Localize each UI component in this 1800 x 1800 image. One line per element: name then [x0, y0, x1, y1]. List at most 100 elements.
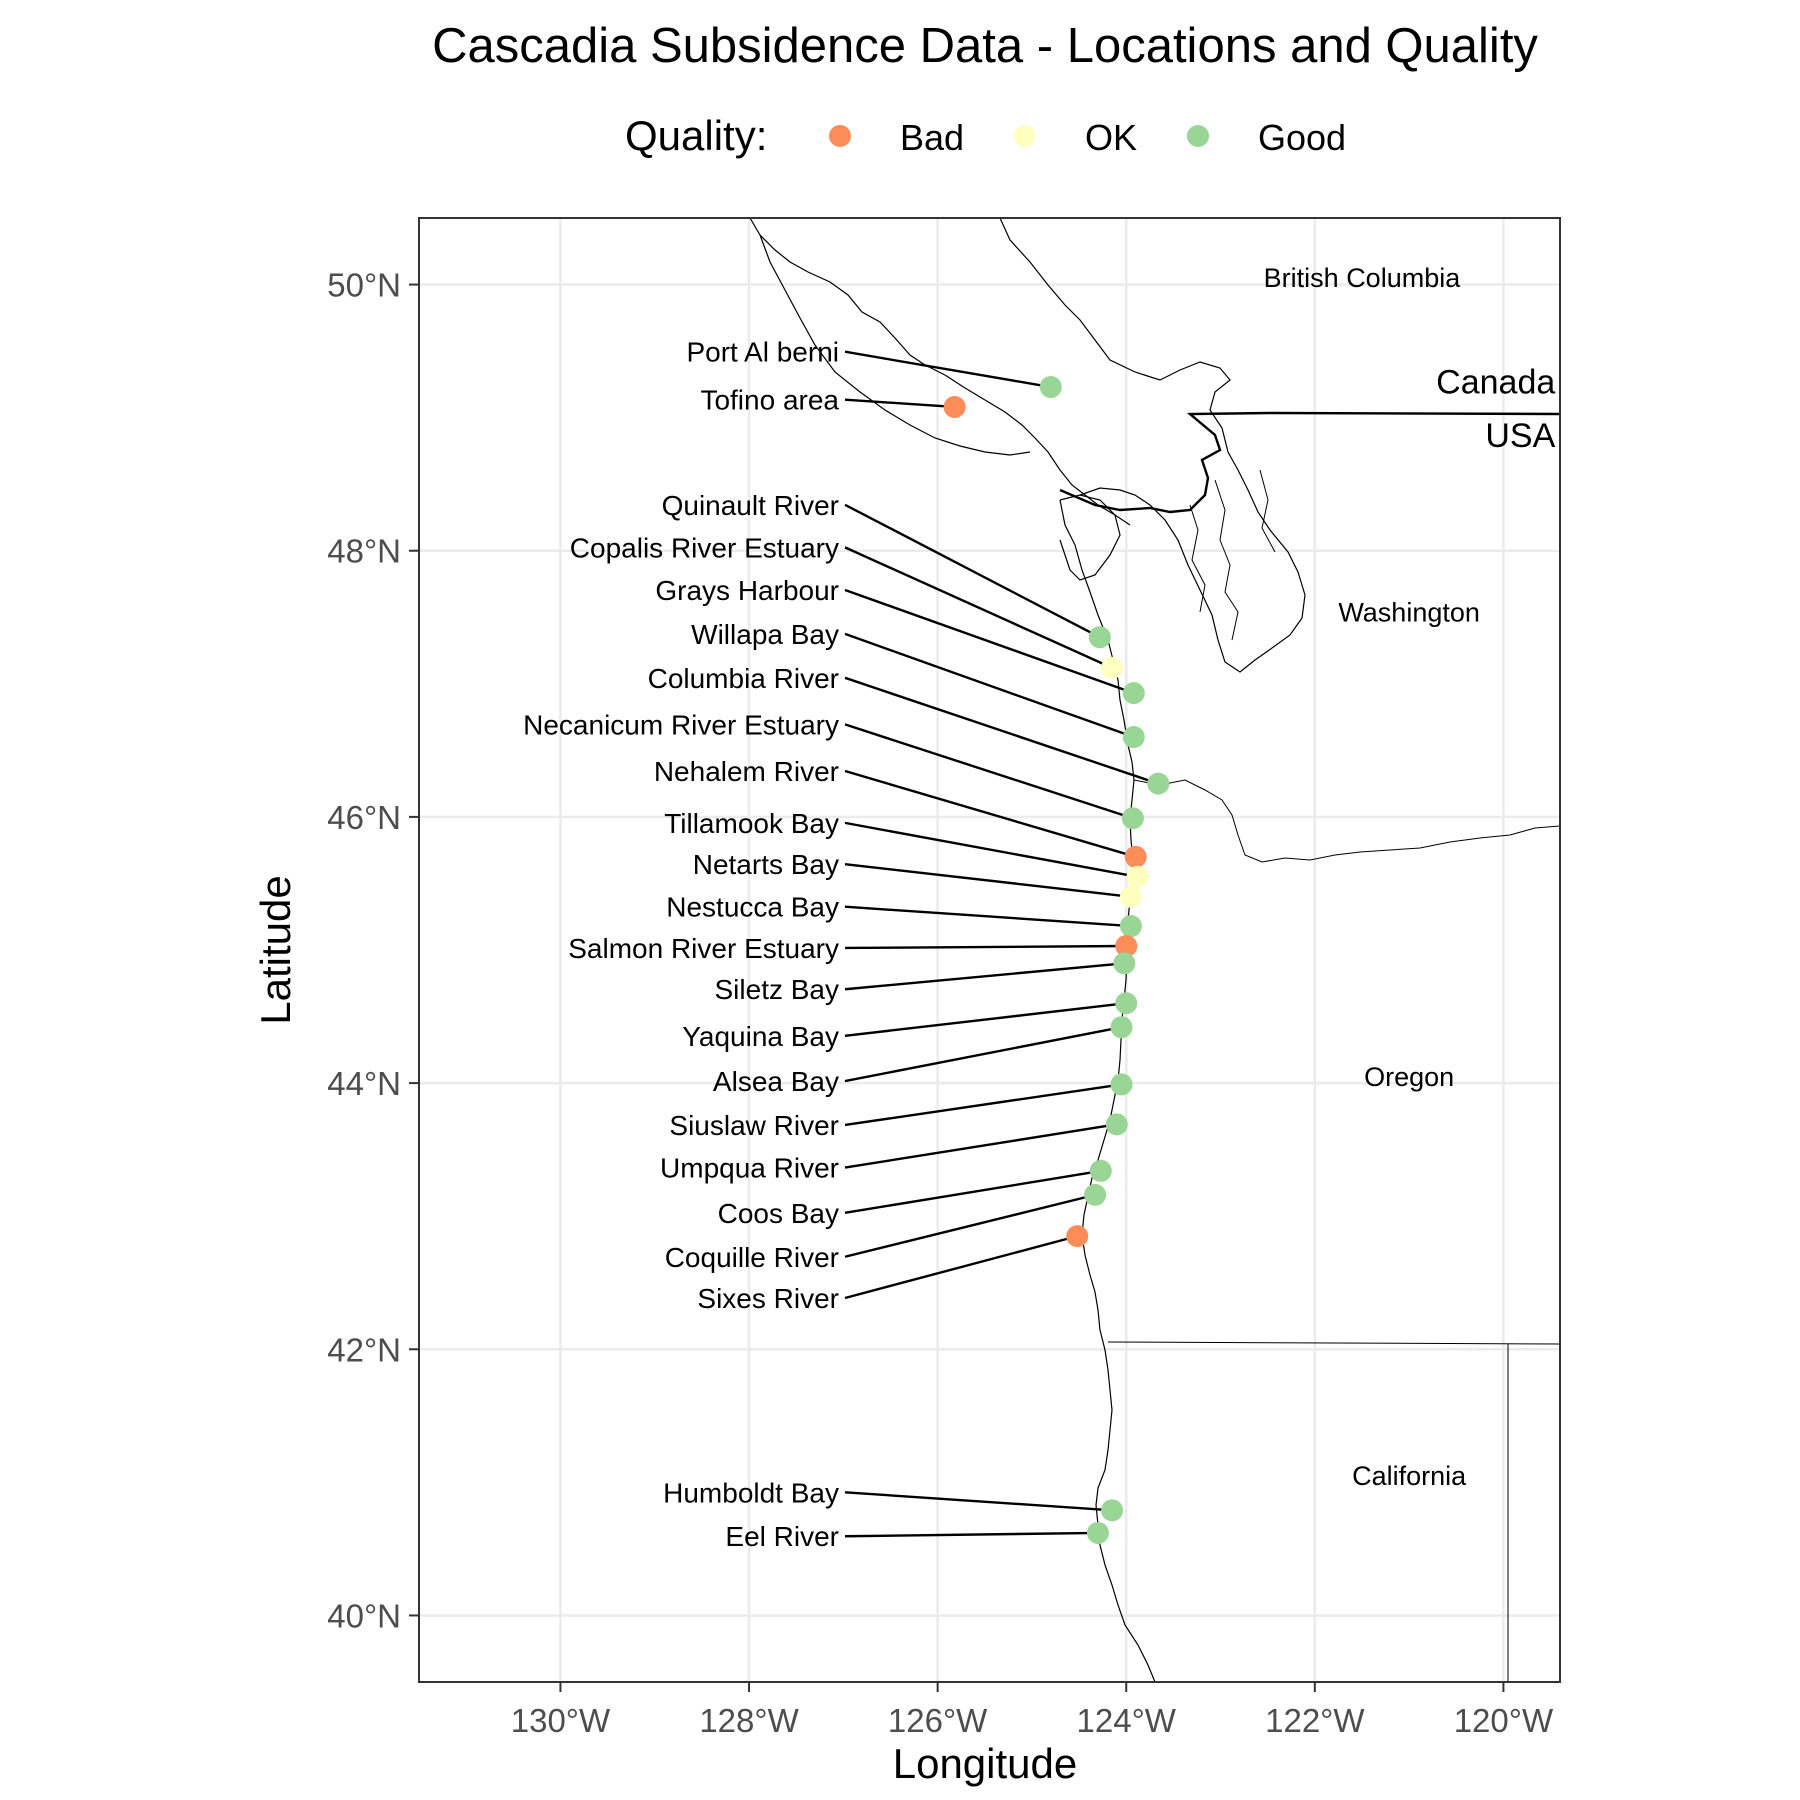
leader-line: [844, 944, 1127, 950]
leader-line: [844, 676, 1159, 785]
point-good: [1122, 682, 1145, 705]
border-label: Canada: [1436, 364, 1555, 402]
gridlines: [419, 218, 1560, 1682]
y-axis: 40°N 42°N 44°N 46°N 48°N 50°N: [327, 267, 419, 1634]
leader-line: [844, 821, 1138, 878]
region-label: California: [1352, 1461, 1467, 1491]
leader-line: [844, 769, 1137, 858]
y-tick-label: 44°N: [327, 1065, 401, 1102]
x-tick-label: 124°W: [1077, 1702, 1177, 1739]
leader-line: [844, 1083, 1122, 1127]
point-ok: [1126, 865, 1149, 888]
point-good: [1088, 626, 1111, 649]
point-label: Sixes River: [697, 1283, 839, 1314]
point-good: [1121, 807, 1144, 830]
x-tick-label: 122°W: [1265, 1702, 1365, 1739]
olympic-peninsula-north-coast: [1059, 494, 1121, 581]
y-tick-label: 46°N: [327, 799, 401, 836]
point-good: [1039, 376, 1062, 399]
point-label: Eel River: [725, 1521, 839, 1552]
leader-line: [844, 723, 1134, 820]
point-label: Port Al berni: [686, 337, 839, 368]
point-bad: [1115, 935, 1138, 958]
region-label: British Columbia: [1264, 263, 1462, 293]
plot-panel-border: [418, 217, 1561, 1683]
chart-title: Cascadia Subsidence Data - Locations and…: [432, 19, 1538, 73]
leader-line: [844, 503, 1101, 639]
leader-line: [844, 1531, 1098, 1538]
y-tick-label: 50°N: [327, 267, 401, 304]
plot-panel: [419, 218, 1560, 1682]
leader-line: [844, 350, 1051, 389]
legend-key-bad: [829, 125, 851, 147]
oregon-california-border: [1107, 1341, 1560, 1345]
legend-key-good: [1187, 125, 1209, 147]
point-label: Siuslaw River: [669, 1110, 839, 1141]
point-label: Tofino area: [700, 385, 839, 416]
point-label: Alsea Bay: [713, 1066, 839, 1097]
leader-line: [844, 588, 1135, 695]
point-label: Yaquina Bay: [682, 1021, 839, 1052]
legend-title: Quality:: [625, 112, 767, 159]
point-label: Columbia River: [648, 663, 839, 694]
leader-line: [844, 546, 1113, 669]
point-label: Willapa Bay: [691, 619, 839, 650]
region-label: Oregon: [1364, 1062, 1454, 1092]
x-tick-label: 126°W: [888, 1702, 988, 1739]
legend-label-ok: OK: [1085, 117, 1137, 158]
point-labels: Port Al berni Tofino area Quinault River Co…: [523, 337, 839, 1553]
point-label: Humboldt Bay: [663, 1477, 839, 1508]
point-label: Nehalem River: [654, 756, 839, 787]
vancouver-island-coastline: [749, 218, 1131, 526]
point-label: Netarts Bay: [693, 849, 839, 880]
point-label: Necanicum River Estuary: [523, 709, 839, 740]
leader-line: [844, 1002, 1127, 1038]
point-good: [1105, 1113, 1128, 1136]
legend-label-good: Good: [1258, 117, 1346, 158]
border-label: USA: [1485, 417, 1555, 455]
leader-line: [844, 1193, 1096, 1258]
point-label: Umpqua River: [660, 1153, 839, 1184]
border-labels: Canada USA: [1436, 364, 1555, 455]
point-label: Grays Harbour: [655, 575, 839, 606]
x-tick-label: 128°W: [699, 1702, 799, 1739]
point-label: Coquille River: [665, 1242, 839, 1273]
point-bad: [943, 395, 966, 418]
point-bad: [1124, 845, 1147, 868]
point-ok: [1119, 885, 1142, 908]
point-good: [1122, 726, 1145, 749]
point-good: [1101, 1499, 1124, 1522]
y-tick-label: 40°N: [327, 1597, 401, 1634]
point-label: Nestucca Bay: [666, 892, 839, 923]
leader-line: [844, 905, 1132, 928]
point-label: Siletz Bay: [715, 974, 840, 1005]
leader-line: [844, 1169, 1101, 1215]
leader-line: [844, 1026, 1122, 1083]
label-leader-lines: [844, 350, 1159, 1538]
leader-line: [844, 632, 1135, 739]
y-tick-label: 42°N: [327, 1331, 401, 1368]
point-good: [1113, 952, 1136, 975]
leader-line: [844, 1234, 1078, 1300]
x-axis-title: Longitude: [893, 1740, 1078, 1787]
leader-line: [844, 962, 1125, 991]
y-axis-title: Latitude: [252, 875, 299, 1024]
point-good: [1110, 1016, 1133, 1039]
region-labels: British Columbia Washington Oregon Californ…: [1264, 263, 1480, 1491]
pacific-coastline: [1059, 499, 1156, 1682]
point-good: [1089, 1159, 1112, 1182]
point-label: Coos Bay: [718, 1198, 839, 1229]
point-good: [1119, 915, 1142, 938]
x-axis: 130°W 128°W 126°W 124°W 122°W 120°W: [511, 1682, 1554, 1739]
canada-usa-border: [1059, 411, 1560, 514]
legend-key-ok: [1014, 125, 1036, 147]
point-good: [1110, 1073, 1133, 1096]
leader-line: [844, 1123, 1117, 1169]
point-label: Copalis River Estuary: [570, 532, 839, 563]
legend: Quality: Bad OK Good: [625, 112, 1346, 159]
y-tick-label: 48°N: [327, 533, 401, 570]
point-good: [1084, 1183, 1107, 1206]
puget-sound-inlets: [1189, 469, 1276, 641]
point-good: [1086, 1521, 1109, 1544]
